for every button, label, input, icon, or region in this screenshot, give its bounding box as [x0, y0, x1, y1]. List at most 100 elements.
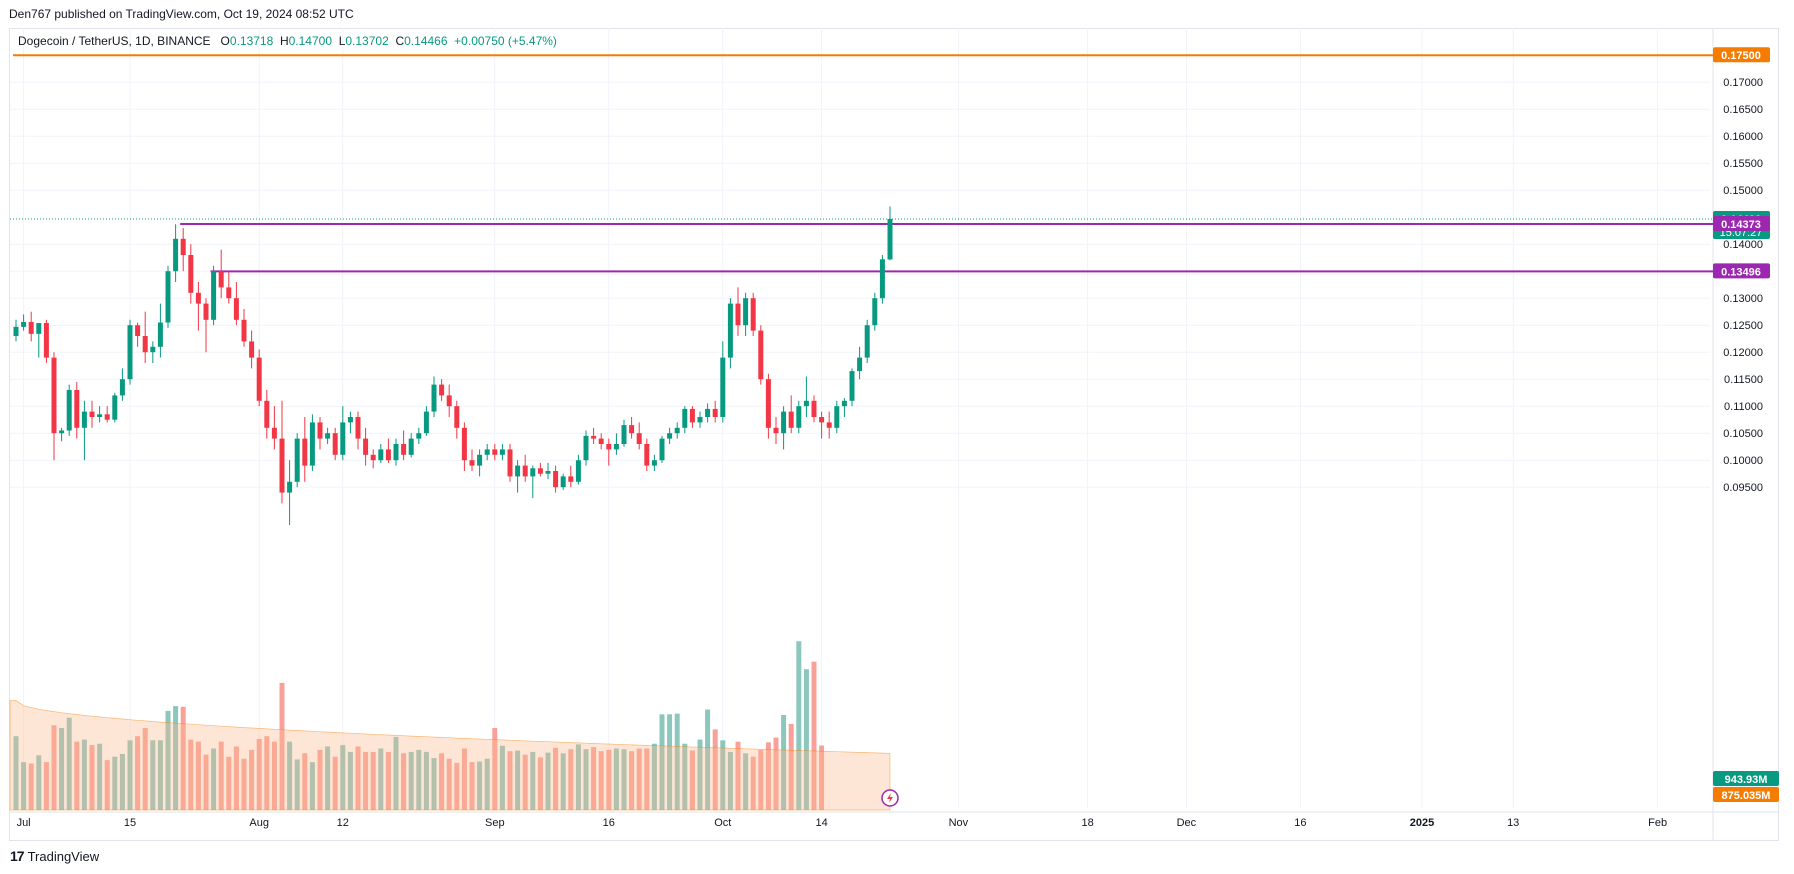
candle-body: [796, 406, 802, 428]
volume-bar: [765, 742, 771, 810]
candle-body: [872, 298, 878, 326]
volume-bar: [355, 746, 361, 810]
candle-body: [659, 438, 665, 461]
price-tick-label: 0.10000: [1723, 455, 1763, 467]
volume-bar: [682, 743, 688, 810]
symbol-name: Dogecoin / TetherUS, 1D, BINANCE: [18, 34, 211, 48]
volume-bar: [36, 755, 42, 810]
volume-bar: [439, 753, 445, 810]
price-tick-label: 0.15000: [1723, 185, 1763, 197]
candle-body: [887, 219, 893, 260]
low-label: L: [338, 34, 346, 48]
candle-body: [135, 325, 141, 336]
candle-body: [598, 438, 604, 444]
candle-body: [773, 427, 779, 434]
time-tick-label: Jul: [17, 817, 31, 829]
candle-body: [553, 471, 559, 488]
volume-bar: [575, 744, 581, 810]
candle-body: [705, 408, 711, 417]
volume-bar: [712, 729, 718, 810]
candle-body: [735, 303, 741, 326]
candle-body: [150, 346, 156, 353]
candle-body: [743, 298, 749, 326]
candle-body: [507, 449, 513, 477]
volume-bar: [659, 714, 665, 810]
tradingview-brand[interactable]: 17 TradingView: [10, 848, 99, 864]
volume-bar: [378, 748, 384, 810]
volume-bar: [89, 745, 95, 810]
volume-bar: [309, 762, 315, 810]
candle-body: [36, 323, 42, 334]
candle-body: [788, 411, 794, 428]
candle-body: [317, 422, 323, 439]
volume-bar: [568, 749, 574, 810]
candle-body: [849, 371, 855, 401]
volume-bar: [119, 753, 125, 810]
time-tick-label: 14: [815, 817, 827, 829]
volume-bar: [173, 706, 179, 810]
volume-bar: [750, 756, 756, 810]
volume-bar: [393, 736, 399, 810]
volume-bar: [636, 748, 642, 810]
volume-bar: [743, 753, 749, 810]
price-label-text: 0.13496: [1721, 266, 1761, 278]
volume-label-box: [1713, 787, 1779, 802]
volume-bar: [287, 741, 293, 810]
candle-body: [515, 465, 521, 477]
candle-body: [385, 449, 391, 461]
volume-bar: [325, 746, 331, 810]
price-tick-label: 0.14000: [1723, 239, 1763, 251]
low-value: 0.13702: [345, 34, 389, 48]
time-tick-label: Aug: [249, 817, 269, 829]
volume-bar: [819, 745, 825, 810]
candle-body: [537, 468, 543, 474]
volume-bar: [127, 740, 133, 810]
volume-bar: [515, 750, 521, 810]
volume-bar: [560, 753, 566, 810]
volume-bar: [461, 748, 467, 810]
candle-body: [727, 303, 733, 358]
candle-body: [97, 414, 103, 417]
volume-bar: [674, 713, 680, 810]
volume-bar: [735, 741, 741, 810]
candle-body: [826, 422, 832, 428]
price-tick-label: 0.13000: [1723, 293, 1763, 305]
candle-body: [264, 400, 270, 428]
volume-bar: [264, 736, 270, 810]
candle-body: [750, 298, 756, 331]
volume-bar: [606, 749, 612, 810]
volume-bar: [302, 753, 308, 810]
candle-body: [568, 476, 574, 482]
candle-body: [492, 449, 498, 455]
candle-body: [841, 400, 847, 407]
volume-bar: [773, 737, 779, 810]
volume-bar: [294, 759, 300, 810]
volume-bar: [195, 741, 201, 810]
volume-bar: [332, 756, 338, 810]
volume-bar: [689, 750, 695, 810]
candle-body: [66, 390, 72, 431]
candle-body: [689, 408, 695, 423]
volume-bar: [66, 717, 72, 810]
chart-frame[interactable]: [9, 28, 1779, 841]
volume-bar: [249, 749, 255, 810]
time-tick-label: 2025: [1410, 817, 1434, 829]
brand-text: TradingView: [27, 848, 100, 864]
candle-body: [613, 444, 619, 450]
candle-body: [621, 425, 627, 444]
candle-body: [28, 321, 34, 334]
volume-bar: [188, 739, 194, 810]
volume-bar: [340, 745, 346, 810]
candle-body: [180, 238, 186, 255]
volume-bar: [591, 747, 597, 810]
volume-bar: [408, 751, 414, 810]
time-tick-label: 16: [603, 817, 615, 829]
candle-body: [781, 411, 787, 434]
candle-body: [545, 471, 551, 474]
volume-bar: [363, 751, 369, 810]
price-tick-label: 0.11000: [1724, 401, 1763, 413]
time-tick-label: 16: [1294, 817, 1306, 829]
high-value: 0.14700: [288, 34, 333, 48]
volume-bar: [13, 736, 19, 810]
